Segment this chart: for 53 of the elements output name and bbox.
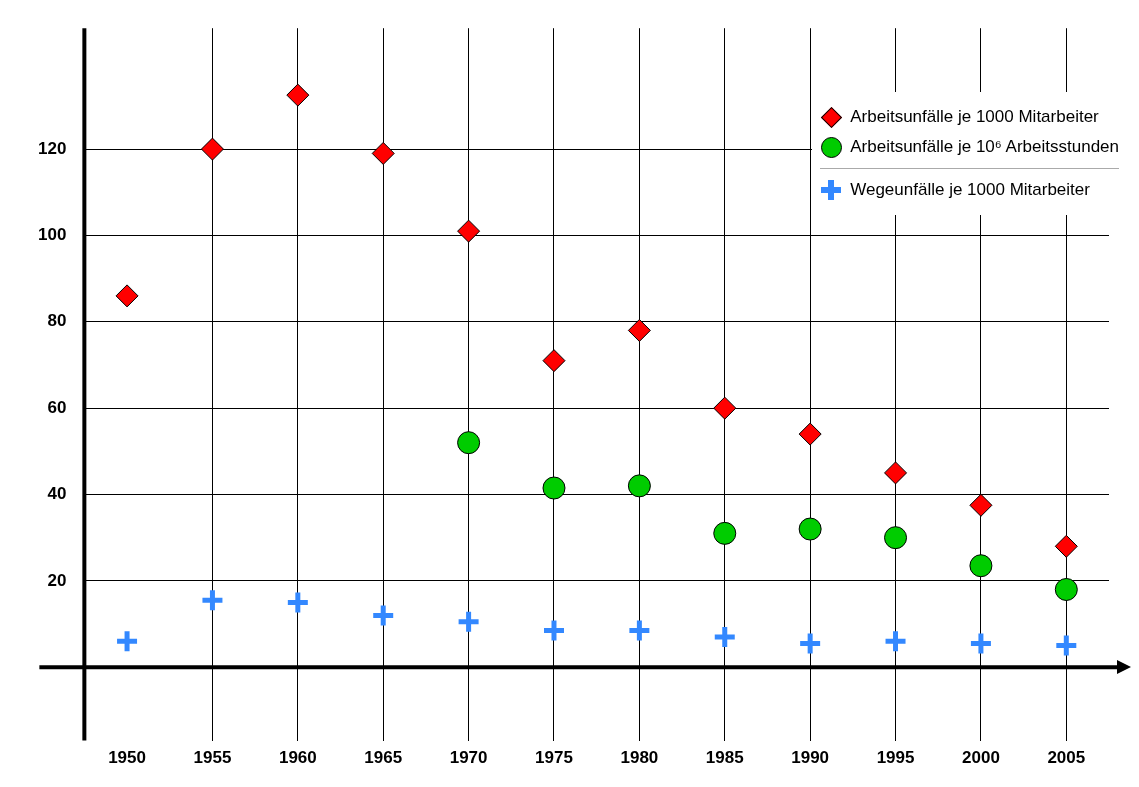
y-tick-label: 100 <box>37 225 67 245</box>
y-tick-label: 80 <box>47 311 67 331</box>
point <box>1053 633 1079 659</box>
point <box>713 396 737 420</box>
point <box>457 431 481 455</box>
point <box>626 618 652 643</box>
point <box>286 83 310 107</box>
x-tick-label: 1965 <box>364 748 403 768</box>
x-tick-label: 1995 <box>876 748 915 768</box>
point <box>969 554 993 578</box>
point <box>457 219 481 243</box>
point <box>798 517 822 541</box>
point <box>627 318 651 342</box>
point <box>542 349 566 373</box>
point <box>371 141 395 165</box>
point <box>199 587 225 613</box>
x-tick-label: 1960 <box>278 748 317 768</box>
point <box>115 284 139 308</box>
legend-label: Wegeunfälle je 1000 Mitarbeiter <box>850 180 1090 200</box>
y-tick-label: 40 <box>47 484 67 504</box>
point <box>713 521 737 545</box>
point <box>968 630 994 656</box>
point <box>884 461 908 485</box>
point <box>1054 577 1078 601</box>
point <box>797 630 823 656</box>
point <box>114 628 140 654</box>
point <box>712 624 738 650</box>
point <box>883 628 909 654</box>
point <box>969 493 993 517</box>
x-tick-label: 1980 <box>620 748 659 768</box>
point <box>370 602 396 628</box>
legend-label: Arbeitsunfälle je 1000 Mitarbeiter <box>850 107 1099 127</box>
x-tick-label: 1985 <box>705 748 744 768</box>
point <box>798 422 822 446</box>
point <box>884 526 908 550</box>
point <box>456 609 482 635</box>
x-tick-label: 1990 <box>791 748 830 768</box>
point <box>627 474 651 498</box>
x-tick-label: 1955 <box>193 748 232 768</box>
x-tick-label: 1950 <box>108 748 146 768</box>
x-tick-label: 1970 <box>449 748 488 768</box>
y-tick-label: 120 <box>37 138 67 158</box>
legend-label: Arbeitsunfälle je 10⁶ Arbeitsstunden <box>850 137 1119 157</box>
x-tick-label: 2005 <box>1047 748 1086 768</box>
point <box>542 476 566 500</box>
point <box>1054 534 1078 558</box>
x-tick-label: 1975 <box>535 748 573 768</box>
point <box>285 589 311 615</box>
point <box>200 137 224 161</box>
y-tick-label: 20 <box>47 570 67 590</box>
y-tick-label: 60 <box>47 397 67 417</box>
x-tick-label: 2000 <box>962 748 1000 768</box>
point <box>541 618 567 643</box>
